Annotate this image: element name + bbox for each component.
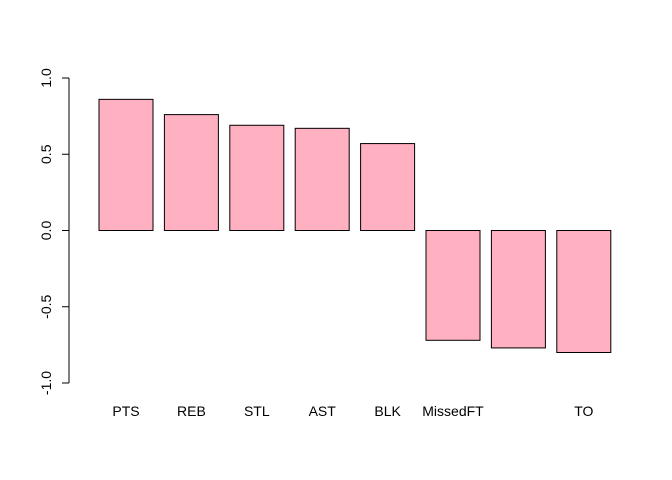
- bar: [425, 230, 481, 341]
- bar: [294, 127, 350, 231]
- y-tick-label: -1.0: [38, 371, 54, 395]
- y-tick-label: -0.5: [38, 294, 54, 318]
- x-tick-label: MissedFT: [422, 403, 484, 419]
- bar: [490, 230, 546, 349]
- x-tick-label: PTS: [112, 403, 139, 419]
- x-tick-label: REB: [177, 403, 206, 419]
- x-tick-label: AST: [309, 403, 337, 419]
- bar: [360, 143, 416, 231]
- y-tick-label: 1.0: [38, 68, 54, 88]
- bar: [98, 98, 154, 231]
- y-tick-label: 0.0: [38, 221, 54, 241]
- x-tick-label: STL: [244, 403, 270, 419]
- y-tick-label: 0.5: [38, 144, 54, 164]
- x-tick-label: TO: [574, 403, 593, 419]
- bar: [229, 124, 285, 231]
- x-axis-labels: PTS REB STL AST BLK MissedFT TO: [112, 403, 593, 419]
- bar: [163, 114, 219, 231]
- x-tick-label: BLK: [374, 403, 401, 419]
- bar: [556, 230, 612, 353]
- y-axis: -1.0 -0.5 0.0 0.5 1.0: [38, 68, 70, 395]
- bars: [98, 98, 612, 353]
